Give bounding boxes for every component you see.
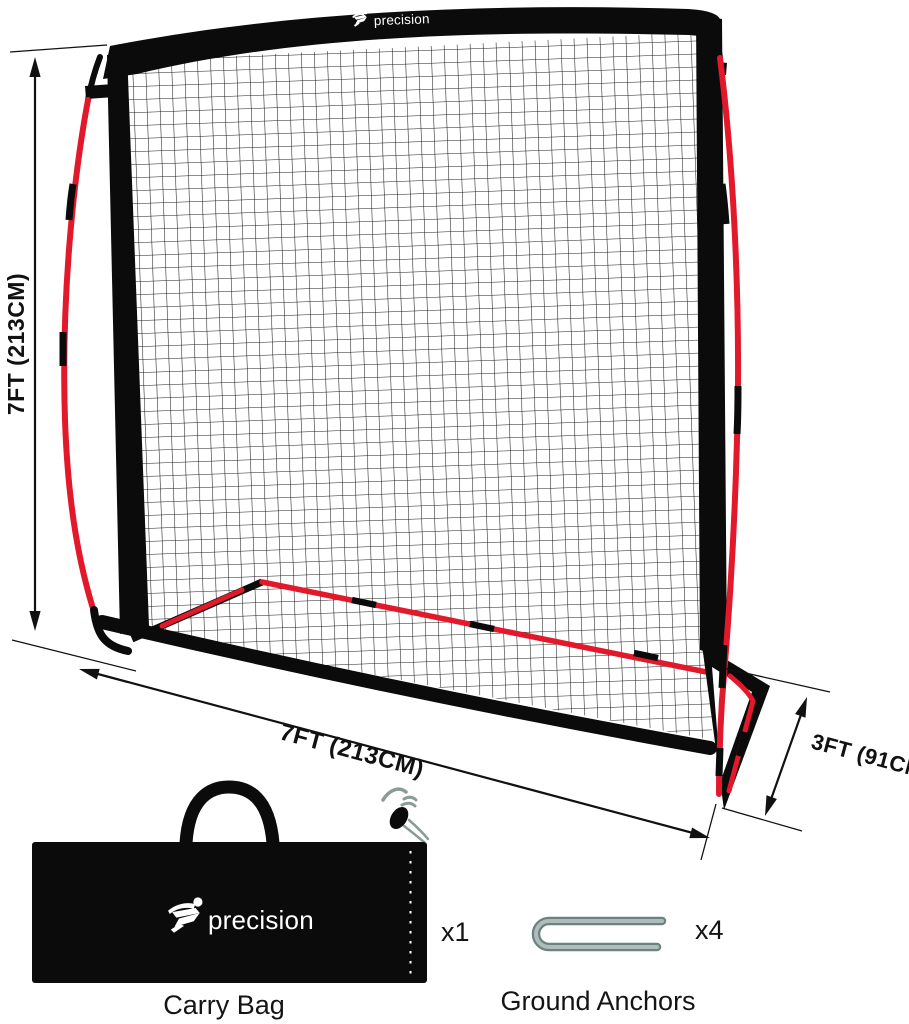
extension-line [722, 667, 831, 693]
height-dimension: 7FT (213CM) [3, 44, 137, 672]
left-pole-strap [85, 84, 115, 99]
carry-bag-quantity: x1 [441, 917, 470, 947]
arrow-down-icon [29, 611, 41, 631]
carry-bag-body [32, 842, 427, 983]
arrow-down-icon [765, 795, 777, 816]
bottom-pole-red-main [259, 579, 734, 680]
right-pole-connector [733, 385, 742, 435]
dimension-line [95, 672, 694, 835]
extension-line [9, 44, 108, 53]
right-pole-red [716, 55, 742, 797]
brand-wordmark-bag: precision [208, 905, 314, 935]
carry-bag-handle [179, 780, 280, 844]
right-pole-black-tip [709, 19, 723, 61]
left-pole-red [61, 97, 98, 618]
arrow-left-icon [79, 668, 100, 680]
base-bar [95, 615, 717, 755]
right-pole-connector [718, 183, 730, 225]
right-foot-bracket [702, 645, 770, 810]
depth-dimension-label: 3FT (91CM) [809, 729, 909, 785]
carry-bag-logo: precision [168, 897, 314, 935]
left-foot-hook [90, 606, 132, 655]
bottom-pole-connector [469, 620, 495, 633]
bottom-pole-connector [633, 649, 659, 662]
ground-anchor-icon [531, 916, 667, 952]
ground-anchors-caption: Ground Anchors [500, 986, 695, 1016]
frame-right-post [696, 15, 727, 658]
ground-anchor-icon-highlight [534, 919, 664, 949]
ground-anchors-quantity: x4 [695, 915, 724, 945]
right-flex-pole [698, 19, 742, 797]
extension-line [11, 639, 137, 672]
net-mesh [117, 32, 712, 740]
arrow-up-icon [795, 697, 807, 718]
right-pole-connector [718, 644, 728, 689]
toggle-bead [389, 806, 409, 830]
brand-logo-top: precision [352, 10, 430, 28]
left-flex-pole [59, 54, 132, 655]
ground-anchors: Ground Anchors x4 [500, 915, 723, 1016]
bottom-pole-red-overlay [159, 587, 245, 629]
height-dimension-label: 7FT (213CM) [3, 273, 29, 415]
carry-bag-caption: Carry Bag [163, 990, 285, 1020]
arrow-right-icon [689, 827, 710, 839]
carry-bag: precision Carry Bag x1 [32, 780, 470, 1020]
frame-left-post [107, 51, 149, 634]
frame-top-bar [103, 7, 722, 80]
bottom-pole-connector [351, 596, 377, 609]
foot-pole-connector [736, 731, 748, 757]
extension-line [700, 803, 717, 861]
brand-wordmark-top: precision [374, 11, 430, 28]
drawstring-toggle [381, 787, 430, 844]
dimension-line [767, 708, 805, 806]
arrow-up-icon [29, 57, 41, 77]
width-dimension-label: 7FT (213CM) [277, 719, 427, 783]
extension-line [721, 807, 803, 832]
left-pole-connector [65, 183, 77, 221]
right-pole-connector [715, 747, 724, 777]
